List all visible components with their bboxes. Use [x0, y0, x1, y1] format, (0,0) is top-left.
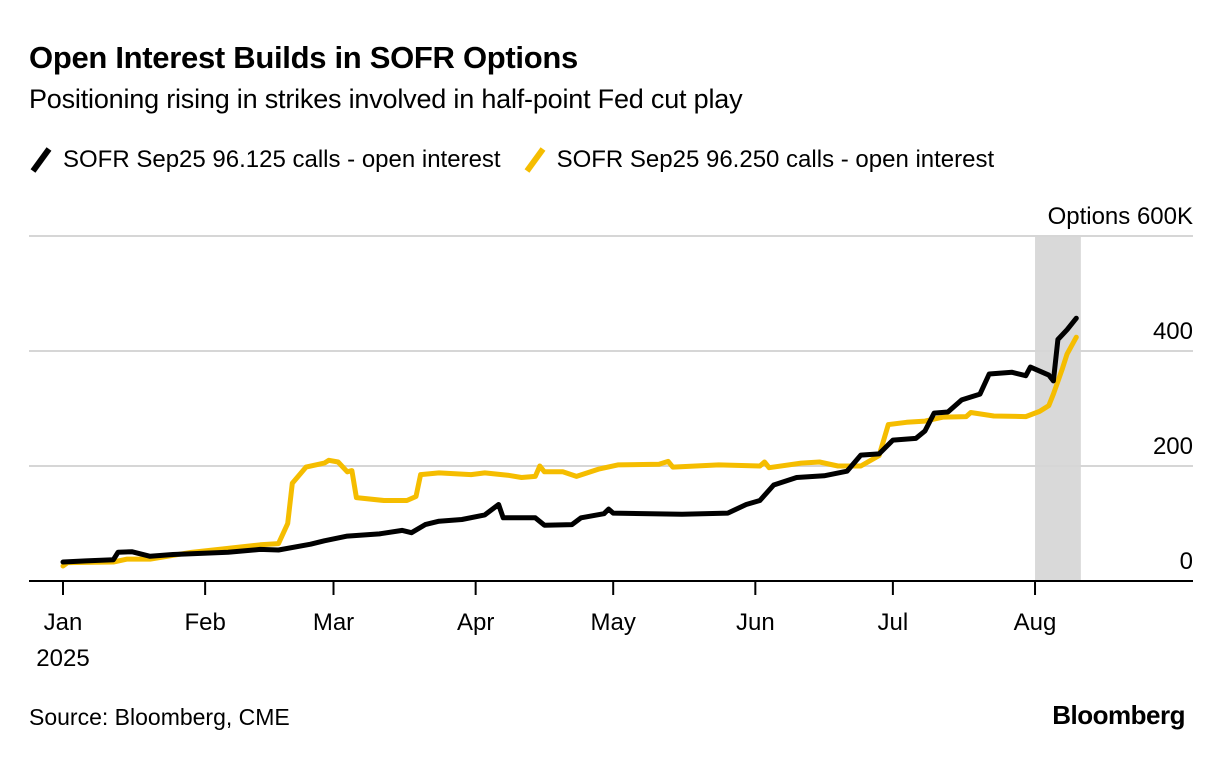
source-note: Source: Bloomberg, CME [29, 704, 290, 730]
x-tick-label: Jan [44, 609, 83, 636]
x-tick-label: Jul [878, 609, 909, 636]
x-tick-label: Mar [313, 609, 354, 636]
y-tick-label: 0 [1180, 548, 1193, 575]
series-line-1 [60, 315, 1079, 565]
legend-item-series-1: SOFR Sep25 96.125 calls - open interest [29, 145, 501, 175]
series-line-2 [60, 334, 1079, 569]
legend-swatch-black-icon [30, 147, 52, 173]
legend-label-series-2: SOFR Sep25 96.250 calls - open interest [556, 146, 995, 173]
x-tick-label: Aug [1014, 609, 1057, 636]
bloomberg-logo: Bloomberg [1052, 700, 1185, 730]
x-tick-label: Feb [184, 609, 225, 636]
chart-title: Open Interest Builds in SOFR Options [29, 40, 578, 75]
y-tick-label: 400 [1153, 318, 1193, 345]
legend-swatch-yellow-icon [524, 147, 546, 173]
x-tick-label: May [591, 609, 636, 636]
x-tick-label: Jun [736, 609, 775, 636]
x-tick-label: Apr [457, 609, 494, 636]
y-tick-label: Options 600K [1048, 203, 1193, 230]
legend-item-series-2: SOFR Sep25 96.250 calls - open interest [523, 145, 995, 175]
x-tick-sublabel: 2025 [36, 645, 89, 672]
legend: SOFR Sep25 96.125 calls - open interest … [29, 145, 1016, 175]
y-tick-label: 200 [1153, 433, 1193, 460]
chart-subtitle: Positioning rising in strikes involved i… [29, 84, 743, 114]
legend-label-series-1: SOFR Sep25 96.125 calls - open interest [63, 146, 501, 173]
